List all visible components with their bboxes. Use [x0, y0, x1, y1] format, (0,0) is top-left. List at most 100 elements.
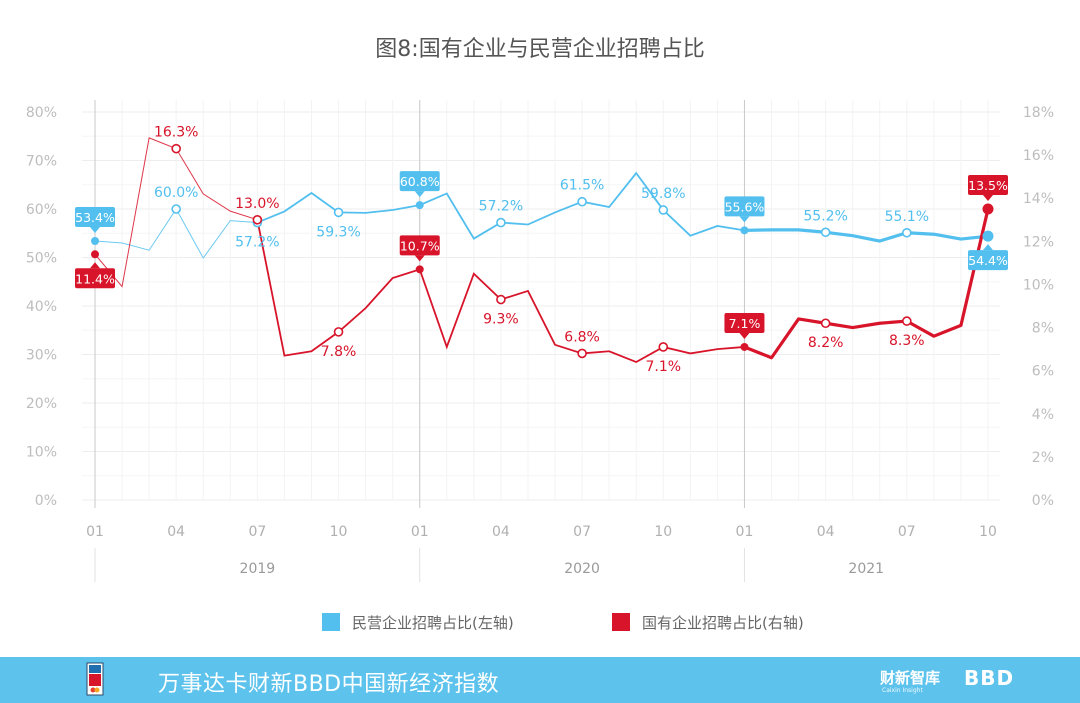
- private-series-data-label: 54.4%: [968, 253, 1008, 268]
- x-axis-tick-label: 07: [248, 524, 266, 540]
- left-axis-tick-label: 0%: [35, 493, 57, 509]
- x-axis-tick-label: 01: [736, 524, 754, 540]
- legend-swatch-state: [612, 613, 630, 631]
- year-label: 2019: [240, 561, 276, 577]
- year-label: 2020: [564, 561, 600, 577]
- state-series-callout-box: [724, 312, 765, 333]
- legend-swatch-private: [322, 613, 340, 631]
- state-series-marker: [820, 318, 831, 329]
- private-series-line-thick: [744, 228, 989, 243]
- private-series-callout-box: [724, 196, 765, 217]
- right-axis-tick-label: 10%: [1023, 277, 1054, 293]
- left-axis-tick-label: 50%: [26, 251, 57, 267]
- private-series-marker: [658, 205, 669, 215]
- private-series-marker: [902, 227, 912, 238]
- state-series-marker: [171, 143, 181, 154]
- state-series-callout-box: [968, 175, 1008, 195]
- state-series-data-label: 11.4%: [75, 271, 115, 286]
- private-series-callout-pointer: [739, 216, 750, 223]
- right-axis-tick-label: 12%: [1023, 234, 1054, 250]
- private-series-data-label: 60.8%: [400, 174, 440, 189]
- private-series-data-label: 55.6%: [725, 199, 765, 214]
- private-series-data-label: 59.8%: [641, 186, 685, 202]
- chart-title: 图8:国有企业与民营企业招聘占比: [375, 37, 704, 62]
- line-chart: 图8:国有企业与民营企业招聘占比 0% 10% 20% 30% 40% 50% 60% 70%…: [26, 37, 1054, 632]
- private-series-marker-solid: [740, 226, 749, 235]
- state-series-data-label: 7.1%: [729, 316, 761, 331]
- left-axis-tick-label: 80%: [26, 105, 57, 121]
- state-series-data-label: 9.3%: [483, 312, 519, 328]
- right-axis-tick-label: 2%: [1032, 450, 1054, 466]
- state-series-data-label: 8.2%: [808, 335, 844, 351]
- state-series-line-thick: [743, 208, 990, 360]
- index-logo-icon: [86, 662, 104, 696]
- right-axis-tick-label: 8%: [1032, 321, 1054, 337]
- left-axis-tick-label: 10%: [26, 445, 57, 461]
- private-series-marker: [171, 204, 181, 214]
- right-axis-tick-label: 6%: [1032, 364, 1054, 380]
- state-series-marker: [577, 348, 587, 359]
- footer-title: 万事达卡财新BBD中国新经济指数: [158, 672, 500, 697]
- state-series-marker-solid: [91, 250, 99, 259]
- private-series-callout-box: [399, 171, 440, 192]
- year-label: 2021: [848, 561, 884, 577]
- state-series-marker-solid: [415, 265, 424, 274]
- x-axis-tick-label: 10: [654, 524, 672, 540]
- state-series-marker: [658, 342, 669, 352]
- bbd-logo: BBD: [964, 666, 1015, 690]
- x-axis-tick-label: 04: [492, 524, 510, 540]
- x-axis-tick-label: 10: [979, 524, 997, 540]
- left-axis-tick-label: 70%: [26, 154, 57, 170]
- private-series-marker-solid: [91, 237, 99, 246]
- left-axis-tick-label: 40%: [26, 299, 57, 315]
- x-axis-tick-label: 10: [330, 524, 348, 540]
- left-axis-tick-label: 20%: [26, 396, 57, 412]
- private-series-data-label: 53.4%: [75, 210, 115, 225]
- private-series-data-label: 60.0%: [154, 185, 198, 201]
- private-series-marker: [496, 217, 506, 228]
- private-series-marker-solid: [415, 201, 424, 210]
- private-series-marker: [820, 227, 831, 238]
- data-labels: 53.4% 60.0% 57.2% 59.3% 60.8% 57.2% 61.5% 59.8%…: [75, 125, 1008, 375]
- series-layer: [91, 137, 994, 364]
- state-series-data-label: 6.8%: [564, 329, 600, 345]
- state-series-marker-solid: [982, 203, 994, 215]
- private-series-data-label: 55.2%: [803, 208, 847, 224]
- state-series-callout-box: [75, 268, 115, 289]
- x-axis-tick-label: 01: [411, 524, 429, 540]
- state-series-marker: [902, 316, 912, 326]
- right-axis-tick-label: 16%: [1023, 148, 1054, 164]
- state-series-data-label: 16.3%: [154, 125, 198, 141]
- state-series-data-label: 10.7%: [400, 238, 440, 253]
- state-series-callout-pointer: [90, 262, 100, 269]
- state-series-data-label: 7.1%: [645, 359, 681, 375]
- state-series-marker-solid: [740, 342, 749, 351]
- private-series-callout-box: [75, 207, 115, 228]
- state-series-callout-pointer: [739, 332, 750, 339]
- private-series-data-label: 55.1%: [885, 209, 929, 225]
- left-axis-tick-label: 60%: [26, 202, 57, 218]
- right-axis-tick-label: 4%: [1032, 407, 1054, 423]
- private-series-callout-pointer: [90, 227, 100, 234]
- private-series-data-label: 59.3%: [316, 224, 360, 240]
- state-series-data-label: 13.5%: [968, 178, 1008, 193]
- private-series-data-label: 57.2%: [235, 235, 279, 251]
- legend-label-private: 民营企业招聘占比(左轴): [352, 614, 514, 632]
- right-axis-tick-label: 18%: [1023, 105, 1054, 121]
- private-series-marker-solid: [982, 230, 994, 242]
- x-axis-tick-label: 04: [817, 524, 835, 540]
- state-series-callout-box: [399, 235, 440, 256]
- state-series-marker: [333, 327, 344, 337]
- private-series-data-label: 61.5%: [560, 178, 604, 194]
- left-axis-tick-label: 30%: [26, 348, 57, 364]
- state-series-marker: [496, 294, 506, 305]
- state-series-callout-pointer: [983, 195, 993, 201]
- private-series-callout-pointer: [414, 191, 425, 198]
- legend-label-state: 国有企业招聘占比(右轴): [642, 614, 804, 632]
- state-series-marker: [252, 214, 263, 225]
- caixin-insight-logo-subtitle: Caixin Insight: [882, 687, 923, 694]
- x-axis-tick-label: 07: [898, 524, 916, 540]
- footer-bar: 万事达卡财新BBD中国新经济指数 财新智库 Caixin Insight BBD: [0, 657, 1080, 703]
- right-axis-tick-label: 0%: [1032, 493, 1054, 509]
